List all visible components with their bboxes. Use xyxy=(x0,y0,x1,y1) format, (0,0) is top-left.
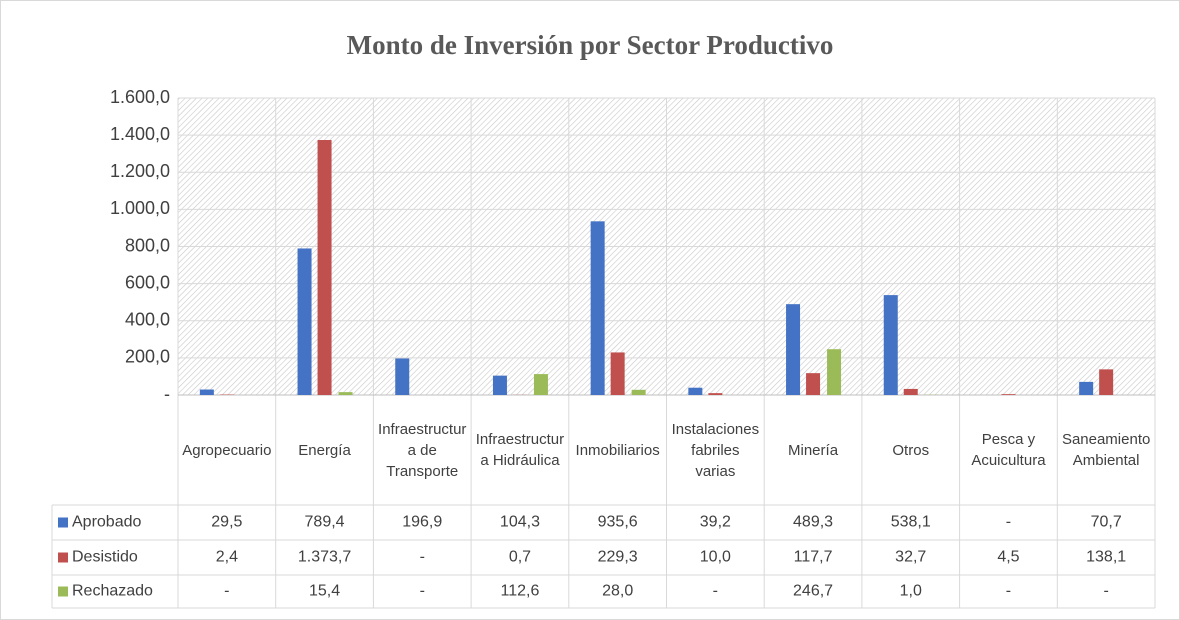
x-tick-label-box: Agropecuario xyxy=(182,441,272,459)
bar xyxy=(395,358,410,395)
x-tick-label: Minería xyxy=(788,441,839,459)
x-tick-label: Infraestructura de Transporte xyxy=(378,420,467,480)
y-tick-label: 1.600,0 xyxy=(110,87,170,107)
table-cell: 15,4 xyxy=(309,583,340,600)
table-cell: 196,9 xyxy=(402,514,442,531)
y-tick-label: 1.000,0 xyxy=(110,198,170,218)
table-cell: 70,7 xyxy=(1091,514,1122,531)
table-cell: 935,6 xyxy=(598,514,638,531)
x-tick-label-box: Inmobiliarios xyxy=(575,441,660,459)
x-tick-label-box: Infraestructura de Transporte xyxy=(378,420,467,480)
bar xyxy=(1001,394,1016,395)
bar xyxy=(903,388,918,395)
y-tick-label: 600,0 xyxy=(125,272,170,292)
x-tick-label-box: Instalaciones fabriles varias xyxy=(671,420,760,480)
bar xyxy=(533,374,548,395)
table-cell: 138,1 xyxy=(1086,549,1126,566)
bar xyxy=(610,352,625,395)
legend-swatch xyxy=(58,586,68,597)
bar xyxy=(883,295,898,395)
y-tick-label: - xyxy=(164,384,170,404)
table-cell: 39,2 xyxy=(700,514,731,531)
bar xyxy=(590,221,605,395)
bar xyxy=(806,373,821,395)
table-cell: 112,6 xyxy=(501,583,540,600)
table-cell: - xyxy=(1006,514,1011,531)
table-cell: - xyxy=(420,549,425,566)
y-tick-label: 200,0 xyxy=(125,347,170,367)
table-cell: 29,5 xyxy=(211,514,242,531)
table-cell: 1.373,7 xyxy=(298,549,351,566)
x-tick-label-box: Energía xyxy=(298,441,351,459)
bar xyxy=(297,248,312,395)
table-cell: 538,1 xyxy=(891,514,931,531)
table-cell: 789,4 xyxy=(305,514,345,531)
x-tick-label-box: Infraestructura Hidráulica xyxy=(475,431,565,469)
bar xyxy=(708,393,723,395)
table-cell: 489,3 xyxy=(793,514,833,531)
y-tick-label: 400,0 xyxy=(125,310,170,330)
x-tick-label-box: Otros xyxy=(892,441,930,459)
legend-label: Desistido xyxy=(72,549,138,566)
table-cell: 246,7 xyxy=(793,583,833,600)
x-tick-label: Energía xyxy=(298,441,351,459)
table-cell: 2,4 xyxy=(216,549,238,566)
table-cell: 28,0 xyxy=(602,583,633,600)
table-cell: 104,3 xyxy=(500,514,540,531)
bar xyxy=(688,387,703,395)
bar xyxy=(786,304,801,395)
table-cell: 32,7 xyxy=(895,549,926,566)
table-cell: 4,5 xyxy=(997,549,1019,566)
x-tick-label: Pesca y Acuicultura xyxy=(971,431,1046,469)
chart-title: Monto de Inversión por Sector Productivo xyxy=(347,30,834,60)
x-tick-label-box: Pesca y Acuicultura xyxy=(971,431,1046,469)
y-tick-label: 1.200,0 xyxy=(110,161,170,181)
x-tick-label: Instalaciones fabriles varias xyxy=(671,420,760,480)
bar xyxy=(199,389,214,395)
table-cell: 0,7 xyxy=(509,549,531,566)
x-tick-label: Infraestructura Hidráulica xyxy=(475,431,565,469)
table-cell: 229,3 xyxy=(598,549,638,566)
table-cell: - xyxy=(1103,583,1108,600)
bar xyxy=(492,375,507,395)
table-cell: 117,7 xyxy=(794,549,833,566)
bar xyxy=(827,349,842,395)
x-tick-label: Inmobiliarios xyxy=(575,441,660,459)
bar xyxy=(1099,369,1114,395)
table-cell: - xyxy=(713,583,718,600)
y-tick-label: 1.400,0 xyxy=(110,124,170,144)
bar xyxy=(631,389,646,395)
table-cell: - xyxy=(420,583,425,600)
legend-label: Rechazado xyxy=(72,583,153,600)
bar xyxy=(1079,381,1094,395)
legend-swatch xyxy=(58,552,68,563)
x-tick-label: Saneamiento Ambiental xyxy=(1061,431,1151,469)
x-tick-label: Otros xyxy=(892,441,930,459)
table-cell: - xyxy=(224,583,229,600)
legend-swatch xyxy=(58,517,68,528)
bar xyxy=(338,392,353,395)
table-cell: 1,0 xyxy=(900,583,922,600)
table-cell: 10,0 xyxy=(700,549,731,566)
bar xyxy=(317,140,332,395)
y-tick-label: 800,0 xyxy=(125,235,170,255)
x-tick-label-box: Minería xyxy=(788,441,839,459)
table-cell: - xyxy=(1006,583,1011,600)
legend-label: Aprobado xyxy=(72,514,141,531)
x-tick-label-box: Saneamiento Ambiental xyxy=(1061,431,1151,469)
x-tick-label: Agropecuario xyxy=(182,441,272,459)
